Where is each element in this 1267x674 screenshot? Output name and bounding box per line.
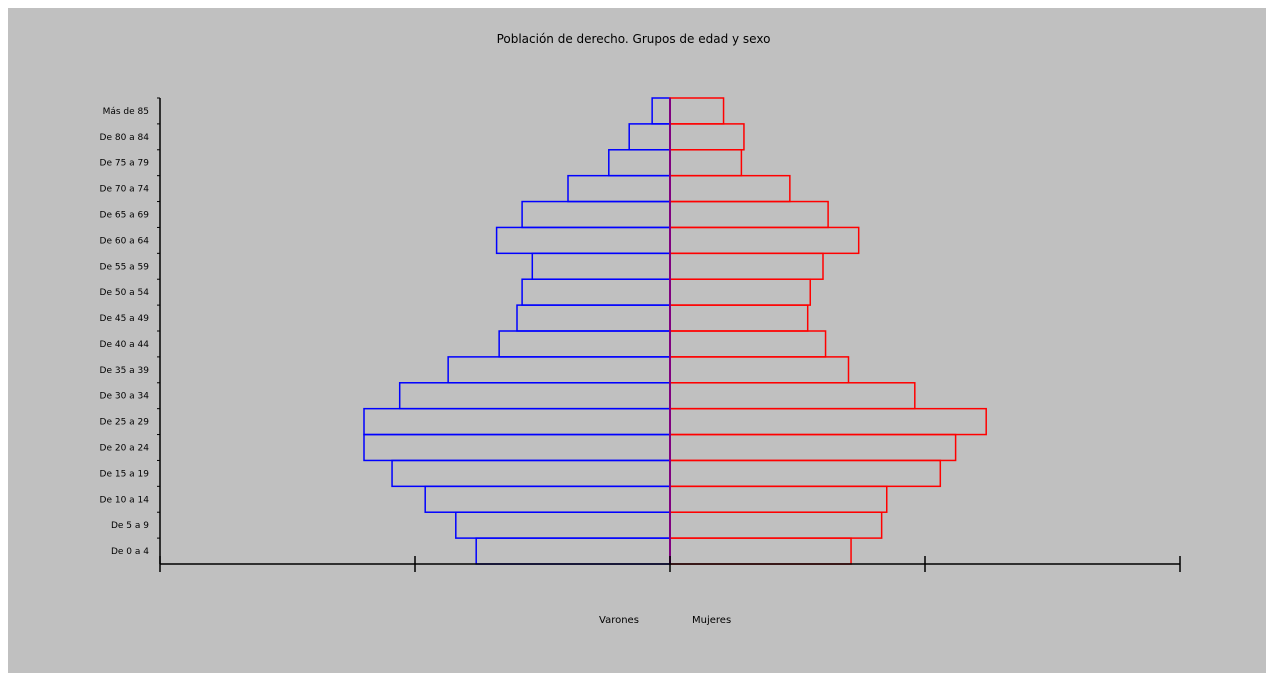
bar-men <box>475 537 671 565</box>
legend-men: Varones <box>599 615 639 626</box>
y-tick-label: De 50 a 54 <box>100 288 150 298</box>
bar-men <box>521 200 671 229</box>
y-tick-label: De 10 a 14 <box>100 495 150 505</box>
bar-women <box>669 252 824 280</box>
y-tick-label: De 15 a 19 <box>100 469 150 479</box>
bar-women <box>669 226 860 255</box>
bar-women <box>669 123 745 151</box>
y-tick-label: De 25 a 29 <box>100 418 150 428</box>
bar-men <box>363 433 671 462</box>
bar-women <box>669 174 791 203</box>
bar-men <box>495 226 671 255</box>
bar-women <box>669 407 987 436</box>
legend-women: Mujeres <box>692 615 732 626</box>
y-tick-label: De 30 a 34 <box>100 392 150 402</box>
bar-women <box>669 149 743 177</box>
y-tick-label: De 40 a 44 <box>100 340 150 350</box>
bar-women <box>669 97 725 125</box>
bar-men <box>455 511 671 539</box>
y-tick-label: De 55 a 59 <box>100 262 150 272</box>
y-tick-label: De 65 a 69 <box>100 211 150 221</box>
y-tick-label: De 0 a 4 <box>111 547 149 557</box>
bar-women <box>669 485 888 513</box>
bar-women <box>669 356 850 384</box>
y-tick-label: De 80 a 84 <box>100 133 150 143</box>
y-tick-label: De 75 a 79 <box>100 159 150 169</box>
bar-men <box>516 304 671 332</box>
y-tick-label: De 70 a 74 <box>100 185 150 195</box>
y-tick-label: De 5 a 9 <box>111 521 149 531</box>
chart-title: Población de derecho. Grupos de edad y s… <box>496 32 771 46</box>
bar-men <box>363 407 671 436</box>
bar-women <box>669 537 852 565</box>
bar-women <box>669 382 916 410</box>
bar-women <box>669 433 957 462</box>
bar-women <box>669 459 942 488</box>
bar-men <box>498 330 671 358</box>
bar-men <box>424 485 671 513</box>
bar-men <box>398 382 671 410</box>
y-tick-label: Más de 85 <box>103 107 149 117</box>
bar-women <box>669 200 829 229</box>
bar-men <box>628 123 671 151</box>
bar-men <box>608 149 671 177</box>
bar-men <box>391 459 671 488</box>
bar-men <box>651 97 671 125</box>
bar-men <box>447 356 671 384</box>
bar-women <box>669 330 827 358</box>
y-tick-label: De 45 a 49 <box>100 314 150 324</box>
bar-women <box>669 511 883 539</box>
y-tick-label: De 35 a 39 <box>100 366 150 376</box>
bar-women <box>669 304 809 332</box>
y-tick-label: De 20 a 24 <box>100 444 150 454</box>
y-tick-label: De 60 a 64 <box>100 236 150 246</box>
bar-men <box>521 278 671 306</box>
bar-men <box>531 252 671 280</box>
bar-women <box>669 278 811 306</box>
bar-men <box>567 174 671 203</box>
chart-background <box>8 8 1266 673</box>
